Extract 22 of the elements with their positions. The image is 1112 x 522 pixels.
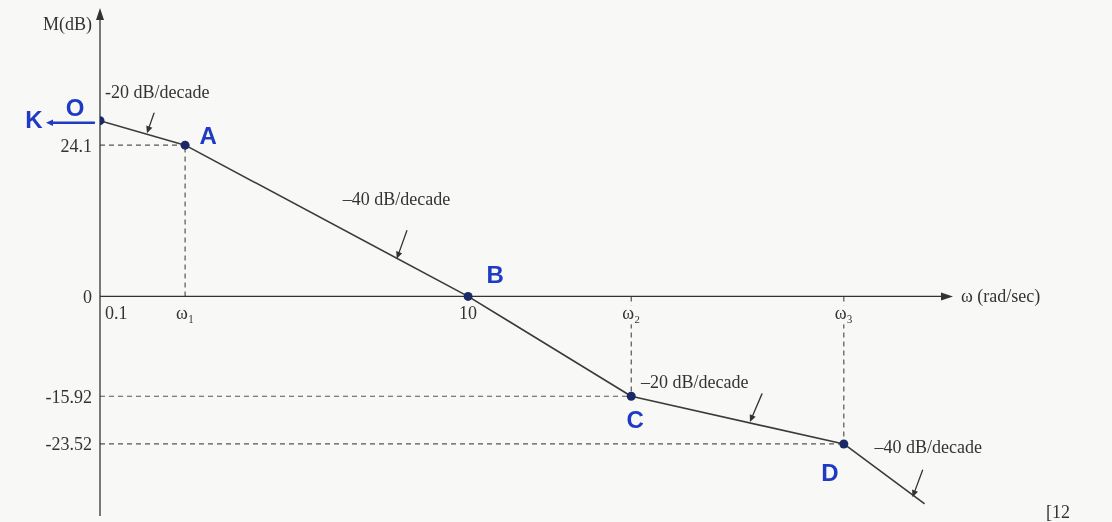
- annotation: –40 dB/decade: [341, 188, 451, 209]
- annotation: B: [486, 260, 504, 288]
- y-tick-label: -23.52: [45, 434, 92, 455]
- y-tick-label: 24.1: [60, 135, 92, 156]
- y-axis-title: M(dB): [43, 14, 92, 35]
- y-tick-label: -15.92: [45, 386, 92, 407]
- annotation: A: [199, 121, 217, 149]
- annotation: C: [626, 405, 644, 433]
- annotation: –20 dB/decade: [639, 371, 749, 392]
- annotation: –40 dB/decade: [873, 437, 983, 458]
- annotation: -20 dB/decade: [104, 82, 210, 103]
- text: [12: [1046, 502, 1070, 522]
- annotation: K: [25, 105, 44, 133]
- x-tick-label: 10: [459, 303, 478, 324]
- x-tick-label: 0.1: [105, 303, 128, 324]
- x-tick-label: ω₂: [622, 303, 641, 324]
- annotation: O: [65, 93, 85, 121]
- x-axis-title: ω (rad/sec): [961, 286, 1041, 308]
- y-tick-label: 0: [83, 286, 92, 307]
- x-tick-label: ω₁: [176, 303, 195, 324]
- x-tick-label: ω₃: [834, 303, 853, 324]
- annotation: D: [821, 458, 839, 486]
